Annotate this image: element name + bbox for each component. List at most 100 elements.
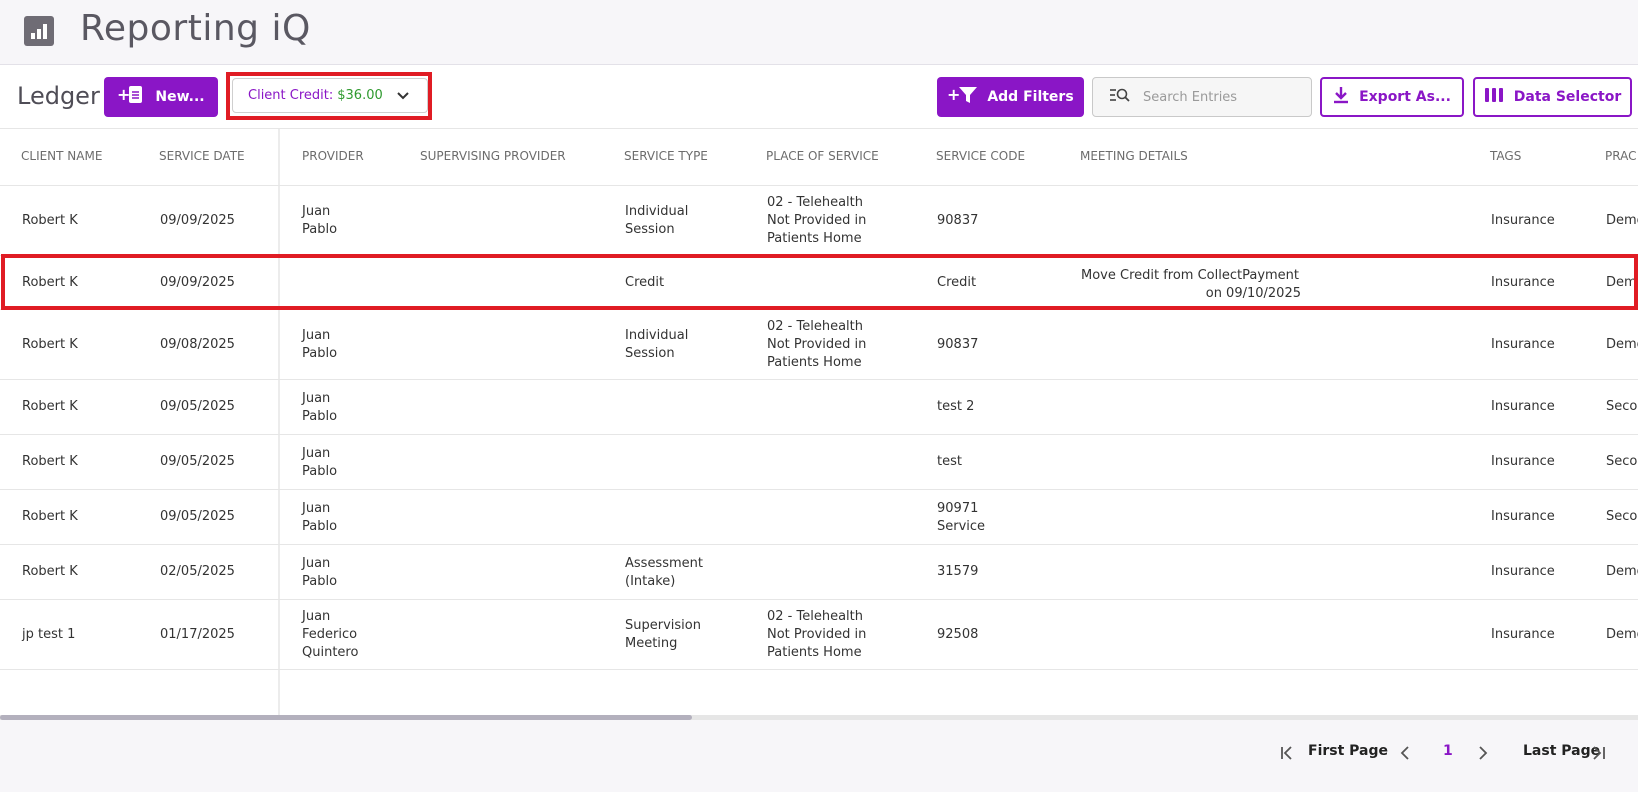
cell-client-name: jp test 1 [22, 627, 76, 642]
client-credit-highlight [226, 72, 432, 120]
meeting-details-line-2: on 09/10/2025 [1205, 286, 1301, 301]
new-entry-button[interactable]: + New... [104, 77, 218, 117]
cell-prac: Secon [1606, 399, 1638, 414]
cell-service-type: Supervision Meeting [625, 618, 701, 651]
cell-client-name: Robert K [22, 275, 78, 290]
svg-text:+: + [947, 85, 960, 104]
columns-icon [1484, 87, 1504, 107]
cell-client-name: Robert K [22, 509, 78, 524]
header-prac[interactable]: PRAC [1605, 149, 1637, 163]
cell-prac: Demo [1606, 627, 1638, 642]
cell-service-type: Credit [625, 275, 665, 290]
pinned-column-divider [278, 129, 280, 715]
header-provider[interactable]: PROVIDER [302, 149, 364, 163]
header-service-type[interactable]: SERVICE TYPE [624, 149, 708, 163]
cell-tags: Insurance [1491, 564, 1555, 579]
search-entries-input[interactable] [1143, 89, 1293, 105]
ledger-table: CLIENT NAME SERVICE DATE PROVIDER SUPERV… [0, 129, 1638, 715]
ledger-title: Ledger [17, 82, 100, 110]
cell-service-date: 01/17/2025 [160, 627, 235, 642]
cell-service-date: 09/05/2025 [160, 454, 235, 469]
header-supervising-provider[interactable]: SUPERVISING PROVIDER [420, 149, 566, 163]
cell-place-of-service: 02 - Telehealth Not Provided in Patients… [767, 195, 867, 246]
chevron-down-icon [397, 90, 409, 105]
cell-prac: Demo [1606, 213, 1638, 228]
cell-service-code: 90837 [937, 337, 979, 352]
app-title: Reporting iQ [80, 8, 311, 49]
client-credit-dropdown[interactable]: Client Credit: $36.00 [232, 78, 428, 113]
previous-page-icon[interactable] [1400, 745, 1410, 764]
table-row[interactable]: jp test 1 01/17/2025 Juan Federico Quint… [0, 600, 1638, 670]
table-header: CLIENT NAME SERVICE DATE PROVIDER SUPERV… [0, 129, 1638, 186]
data-selector-button[interactable]: Data Selector [1473, 77, 1632, 117]
reporting-chart-icon [24, 16, 54, 46]
horizontal-scrollbar-thumb[interactable] [0, 715, 692, 720]
cell-provider: Juan Pablo [302, 328, 338, 361]
header-place-of-service[interactable]: PLACE OF SERVICE [766, 149, 879, 163]
cell-tags: Insurance [1491, 275, 1555, 290]
cell-service-date: 09/08/2025 [160, 337, 235, 352]
current-page-number[interactable]: 1 [1443, 743, 1453, 759]
first-page-button[interactable]: First Page [1308, 743, 1389, 759]
export-as-button[interactable]: Export As... [1320, 77, 1464, 117]
cell-provider: Juan Pablo [302, 204, 338, 237]
cell-tags: Insurance [1491, 213, 1555, 228]
cell-place-of-service: 02 - Telehealth Not Provided in Patients… [767, 319, 867, 370]
client-credit-value: $36.00 [337, 88, 383, 103]
cell-provider: Juan Federico Quintero [302, 609, 359, 660]
cell-service-date: 09/05/2025 [160, 399, 235, 414]
cell-service-code: 31579 [937, 564, 979, 579]
search-list-icon [1109, 87, 1131, 107]
cell-service-code: 90971 Service [937, 501, 986, 534]
table-row[interactable]: Robert K 09/05/2025 Juan Pablo test 2 In… [0, 380, 1638, 435]
cell-prac: Secon [1606, 509, 1638, 524]
header-client-name[interactable]: CLIENT NAME [21, 149, 103, 163]
cell-provider: Juan Pablo [302, 501, 338, 534]
cell-service-date: 09/09/2025 [160, 275, 235, 290]
cell-service-type: Assessment (Intake) [625, 556, 703, 589]
cell-service-code: Credit [937, 275, 977, 290]
cell-prac: Demo [1606, 337, 1638, 352]
cell-service-date: 02/05/2025 [160, 564, 235, 579]
new-entry-label: New... [155, 89, 205, 105]
add-filter-icon: + [947, 85, 979, 109]
table-row[interactable]: Robert K 09/09/2025 Juan Pablo Individua… [0, 186, 1638, 256]
header-service-date[interactable]: SERVICE DATE [159, 149, 245, 163]
add-filters-button[interactable]: + Add Filters [937, 77, 1084, 117]
horizontal-scrollbar[interactable] [0, 715, 1638, 720]
cell-prac: Demo [1606, 275, 1638, 290]
cell-provider: Juan Pablo [302, 556, 338, 589]
cell-meeting-details: Move Credit from CollectPayment on 09/10… [1081, 267, 1301, 303]
table-row[interactable]: Robert K 09/08/2025 Juan Pablo Individua… [0, 310, 1638, 380]
cell-provider: Juan Pablo [302, 446, 338, 479]
cell-service-code: 90837 [937, 213, 979, 228]
table-row[interactable]: Robert K 02/05/2025 Juan Pablo Assessmen… [0, 545, 1638, 600]
cell-prac: Demo [1606, 564, 1638, 579]
table-row[interactable]: Robert K 09/05/2025 Juan Pablo 90971 Ser… [0, 490, 1638, 545]
cell-tags: Insurance [1491, 509, 1555, 524]
cell-place-of-service: 02 - Telehealth Not Provided in Patients… [767, 609, 867, 660]
download-icon [1333, 86, 1349, 108]
cell-provider: Juan Pablo [302, 391, 338, 424]
credit-row-highlight [1, 254, 1638, 310]
cell-service-code: 92508 [937, 627, 979, 642]
next-page-icon[interactable] [1478, 745, 1488, 764]
cell-service-type: Individual Session [625, 204, 689, 237]
cell-service-code: test [937, 454, 962, 469]
header-tags[interactable]: TAGS [1490, 149, 1522, 163]
first-page-icon[interactable] [1280, 745, 1296, 764]
client-credit-label: Client Credit: [248, 88, 334, 103]
cell-service-date: 09/09/2025 [160, 213, 235, 228]
table-row[interactable]: Robert K 09/05/2025 Juan Pablo test Insu… [0, 435, 1638, 490]
cell-tags: Insurance [1491, 399, 1555, 414]
last-page-button[interactable]: Last Page [1523, 743, 1601, 759]
header-meeting-details[interactable]: MEETING DETAILS [1080, 149, 1188, 163]
last-page-icon[interactable] [1590, 745, 1606, 764]
cell-client-name: Robert K [22, 337, 78, 352]
add-filters-label: Add Filters [987, 89, 1074, 105]
search-entries-field[interactable] [1092, 77, 1312, 117]
cell-tags: Insurance [1491, 337, 1555, 352]
cell-service-date: 09/05/2025 [160, 509, 235, 524]
header-service-code[interactable]: SERVICE CODE [936, 149, 1026, 163]
cell-client-name: Robert K [22, 213, 78, 228]
